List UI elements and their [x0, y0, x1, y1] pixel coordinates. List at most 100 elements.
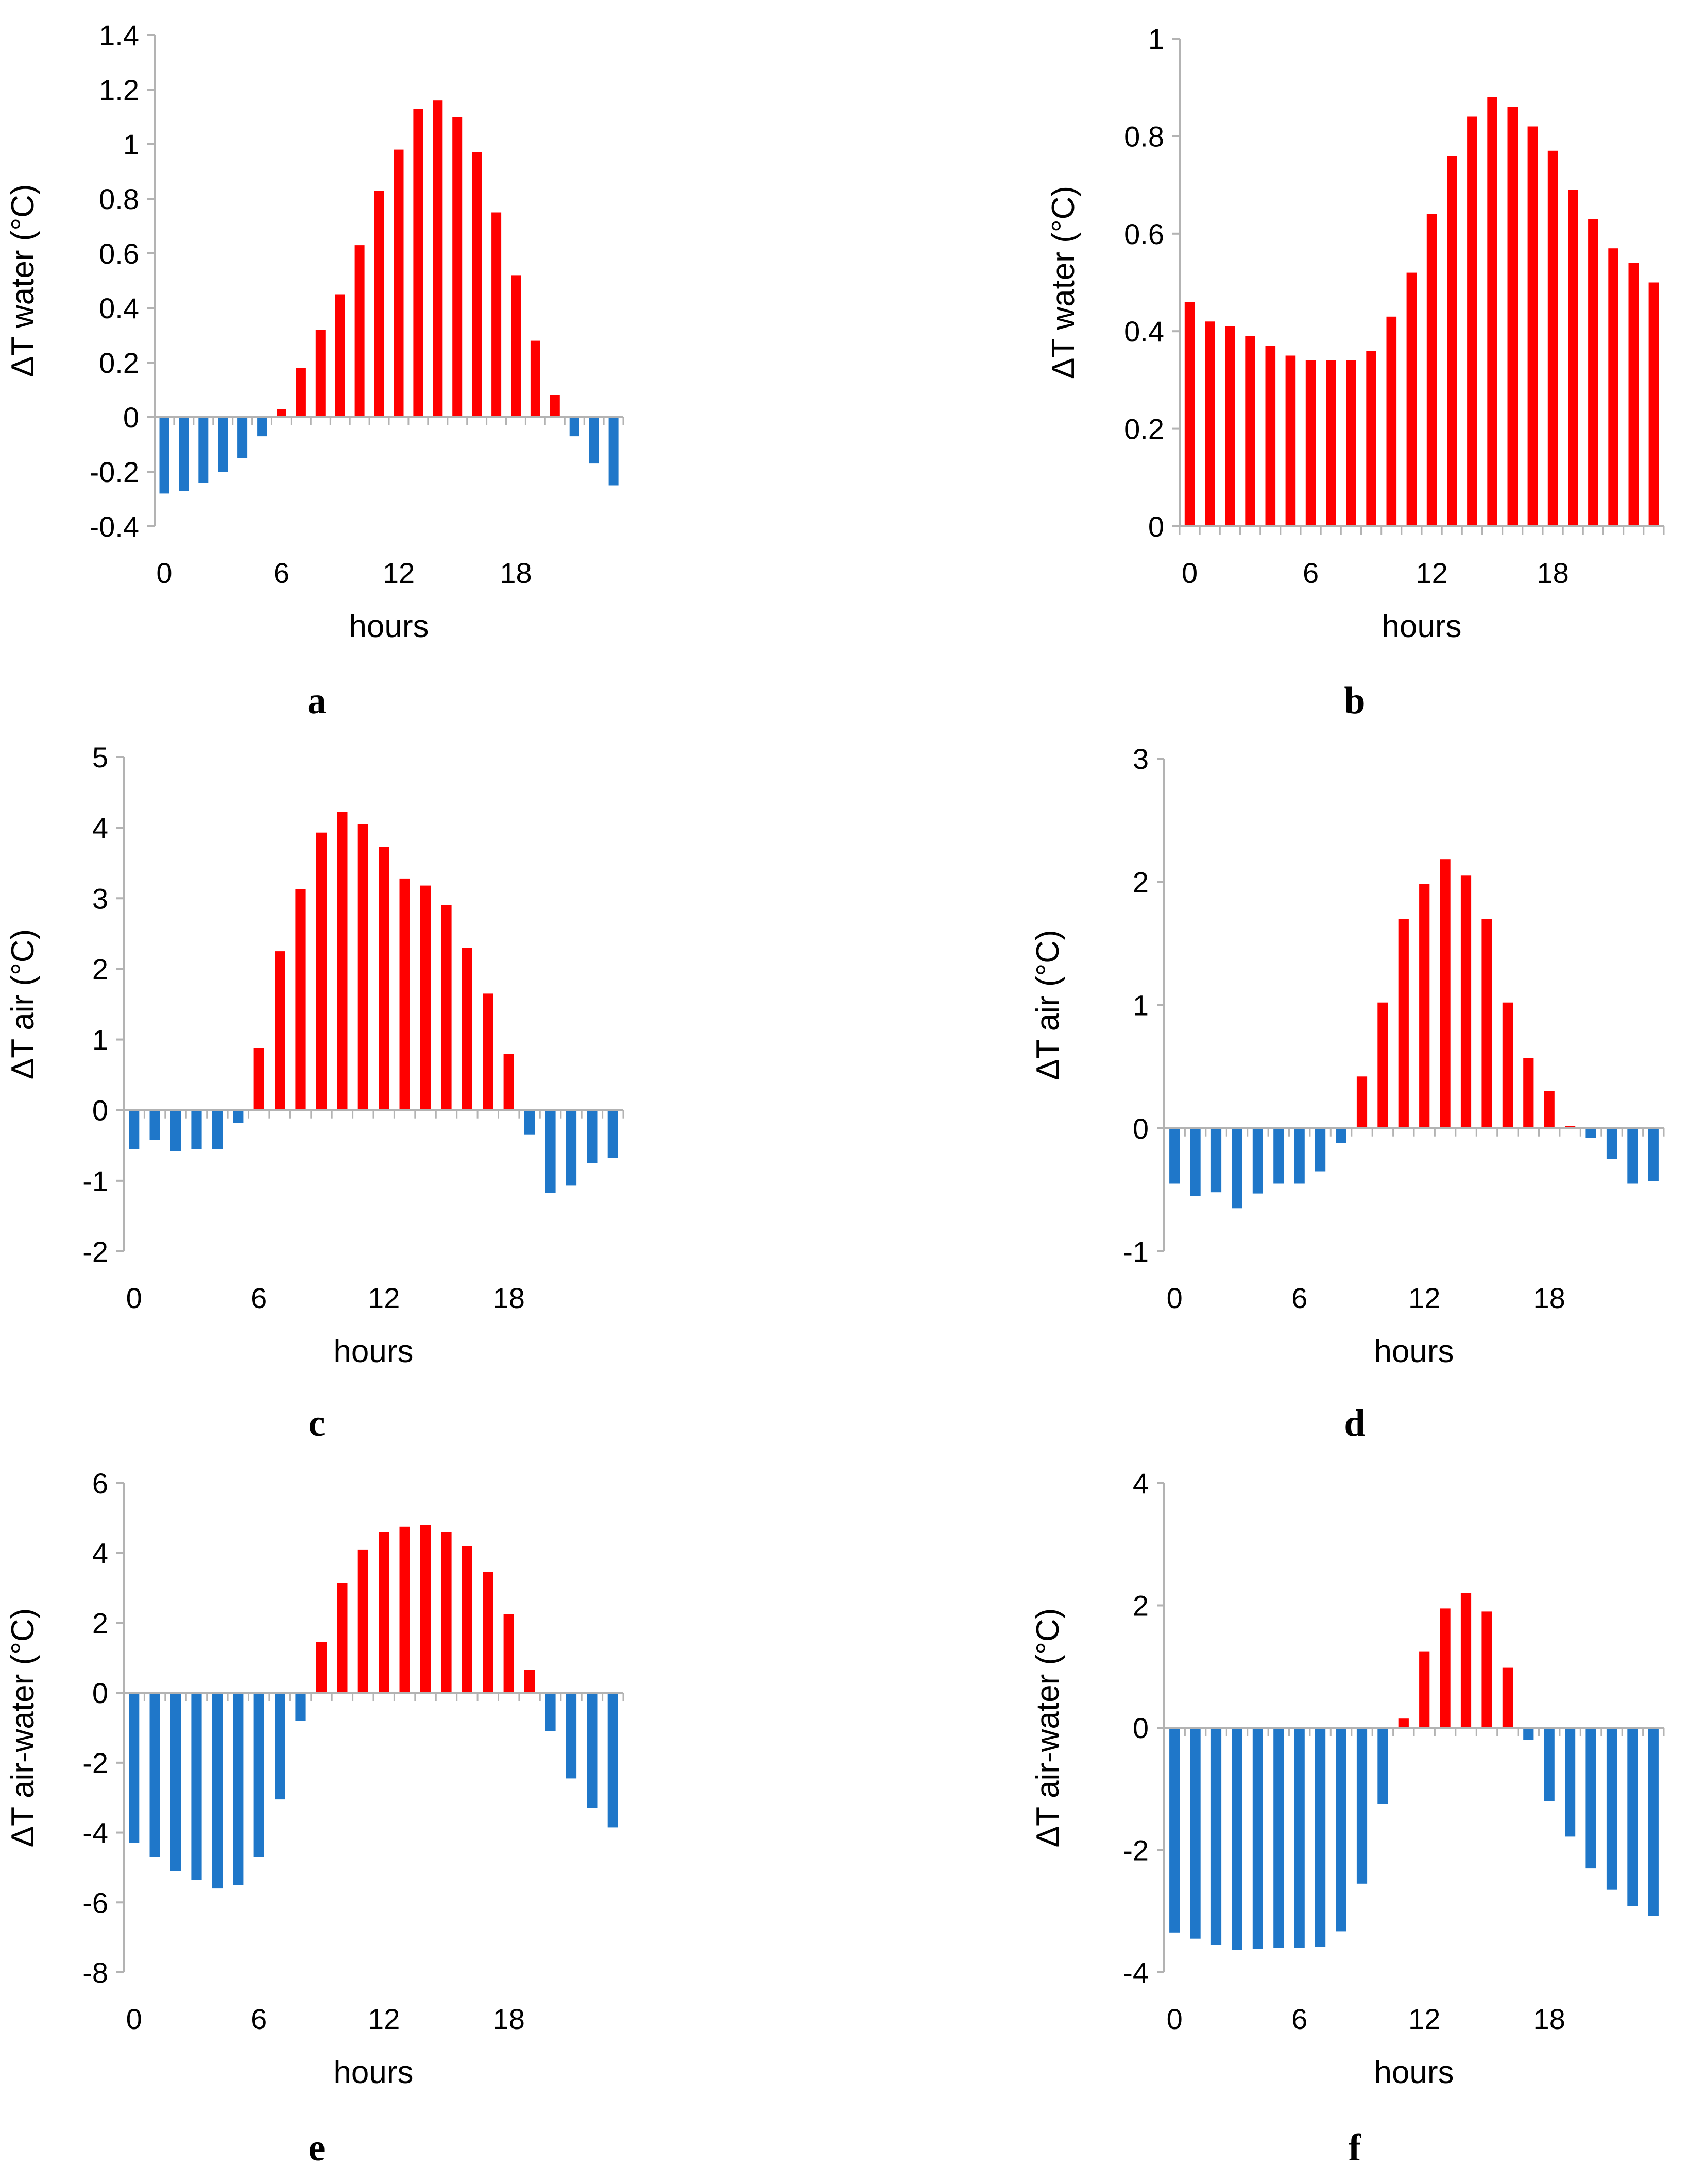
- bar-a-hour-19: [530, 340, 540, 417]
- bar-c-hour-14: [420, 885, 431, 1110]
- bar-d-hour-20: [1585, 1128, 1596, 1138]
- bar-f-hour-8: [1336, 1728, 1346, 1932]
- bars-c: [129, 812, 618, 1193]
- y-tick-labels-f: -4 -2 0 2 4: [1123, 1467, 1149, 1989]
- bar-d-hour-4: [1252, 1128, 1263, 1194]
- bar-a-hour-1: [179, 417, 189, 491]
- y-tick-label-a: 0.4: [99, 292, 139, 324]
- bar-a-hour-16: [472, 152, 482, 417]
- bar-f-hour-0: [1169, 1728, 1180, 1933]
- chart-panel-f: -4 -2 0 2 4 0 6 12 18 ΔT air-water (°C) hours f: [1030, 1467, 1665, 2169]
- bar-c-hour-5: [233, 1110, 244, 1123]
- x-tick-labels-f: 0 6 12 18: [1167, 2003, 1565, 2035]
- bar-b-hour-3: [1245, 336, 1255, 526]
- bar-f-hour-4: [1252, 1728, 1263, 1949]
- bar-e-hour-5: [233, 1693, 244, 1885]
- x-tick-label-d: 18: [1533, 1282, 1565, 1314]
- axes-c: [116, 756, 624, 1252]
- bar-c-hour-13: [399, 878, 410, 1110]
- y-tick-label-a: 1.2: [99, 74, 139, 106]
- y-tick-label-a: 0: [123, 401, 139, 434]
- bar-c-hour-15: [441, 905, 452, 1110]
- x-axis-title-a: hours: [349, 609, 429, 644]
- x-axis-title-d: hours: [1374, 1334, 1454, 1369]
- bar-d-hour-15: [1481, 919, 1492, 1128]
- bar-c-hour-18: [503, 1054, 514, 1110]
- y-tick-label-b: 0.4: [1124, 315, 1164, 348]
- y-tick-label-a: -0.4: [90, 510, 140, 543]
- bar-c-hour-12: [379, 847, 389, 1110]
- x-tick-labels-b: 0 6 12 18: [1182, 557, 1569, 589]
- bar-f-hour-9: [1356, 1728, 1368, 1884]
- bar-e-hour-11: [357, 1549, 368, 1693]
- bar-a-hour-0: [159, 417, 169, 494]
- y-tick-label-f: -2: [1123, 1834, 1149, 1867]
- bar-e-hour-15: [441, 1532, 452, 1693]
- bar-f-hour-3: [1232, 1728, 1242, 1950]
- bar-a-hour-13: [413, 109, 423, 418]
- bar-c-hour-17: [483, 993, 493, 1110]
- bar-f-hour-16: [1502, 1667, 1513, 1728]
- bar-b-hour-11: [1406, 272, 1417, 526]
- bar-b-hour-23: [1648, 282, 1659, 526]
- bar-d-hour-14: [1460, 875, 1472, 1128]
- bar-a-hour-12: [394, 149, 404, 418]
- x-tick-label-e: 12: [368, 2003, 400, 2035]
- bar-f-hour-2: [1210, 1728, 1222, 1945]
- bar-f-hour-12: [1419, 1651, 1430, 1728]
- y-tick-label-b: 0.6: [1124, 218, 1164, 250]
- y-tick-label-a: 0.8: [99, 183, 139, 215]
- y-tick-label-b: 0.2: [1124, 413, 1164, 445]
- x-tick-label-a: 6: [274, 557, 289, 589]
- y-tick-label-a: 1: [123, 128, 139, 161]
- bar-b-hour-0: [1184, 302, 1195, 526]
- bar-f-hour-11: [1398, 1718, 1409, 1728]
- bar-b-hour-4: [1265, 346, 1276, 526]
- bar-c-hour-4: [212, 1110, 223, 1149]
- bar-e-hour-10: [337, 1583, 348, 1693]
- y-tick-label-a: 0.2: [99, 347, 139, 379]
- bar-f-hour-1: [1190, 1728, 1201, 1939]
- bar-e-hour-14: [420, 1525, 431, 1693]
- bar-c-hour-8: [295, 889, 306, 1110]
- bar-d-hour-17: [1523, 1058, 1534, 1128]
- y-tick-label-c: -1: [82, 1165, 108, 1197]
- x-tick-label-d: 6: [1291, 1282, 1307, 1314]
- bar-f-hour-17: [1523, 1728, 1534, 1740]
- y-tick-label-e: 2: [92, 1607, 108, 1639]
- y-tick-label-a: -0.2: [90, 456, 140, 488]
- bar-d-hour-22: [1627, 1128, 1638, 1184]
- x-tick-label-b: 6: [1303, 557, 1319, 589]
- x-tick-label-b: 18: [1537, 557, 1568, 589]
- bar-a-hour-5: [257, 417, 267, 437]
- bar-d-hour-5: [1273, 1128, 1284, 1184]
- y-tick-label-f: 2: [1133, 1590, 1149, 1622]
- y-tick-label-c: 3: [92, 882, 108, 915]
- y-tick-label-b: 1: [1148, 23, 1164, 55]
- y-tick-label-d: 1: [1133, 989, 1149, 1022]
- x-tick-label-a: 12: [383, 557, 415, 589]
- bar-c-hour-9: [316, 832, 327, 1110]
- bar-a-hour-22: [589, 417, 599, 464]
- bar-e-hour-22: [587, 1693, 598, 1808]
- y-axis-title-a: ΔT water (°C): [5, 184, 41, 377]
- bar-c-hour-10: [337, 812, 348, 1110]
- bars-d: [1169, 859, 1659, 1209]
- x-tick-label-c: 18: [493, 1282, 525, 1314]
- bar-a-hour-18: [511, 275, 521, 417]
- bar-c-hour-21: [566, 1110, 577, 1186]
- bar-e-hour-8: [295, 1693, 306, 1721]
- bar-e-hour-13: [399, 1526, 410, 1693]
- bar-a-hour-6: [277, 409, 286, 417]
- bar-c-hour-0: [129, 1110, 140, 1149]
- bar-d-hour-9: [1356, 1076, 1368, 1128]
- bar-f-hour-19: [1565, 1728, 1576, 1837]
- bar-d-hour-3: [1232, 1128, 1242, 1209]
- x-tick-labels-a: 0 6 12 18: [156, 557, 532, 589]
- bar-b-hour-20: [1588, 219, 1598, 526]
- y-tick-label-d: 3: [1133, 743, 1149, 775]
- x-tick-label-f: 6: [1291, 2003, 1307, 2035]
- bar-d-hour-10: [1377, 1002, 1388, 1128]
